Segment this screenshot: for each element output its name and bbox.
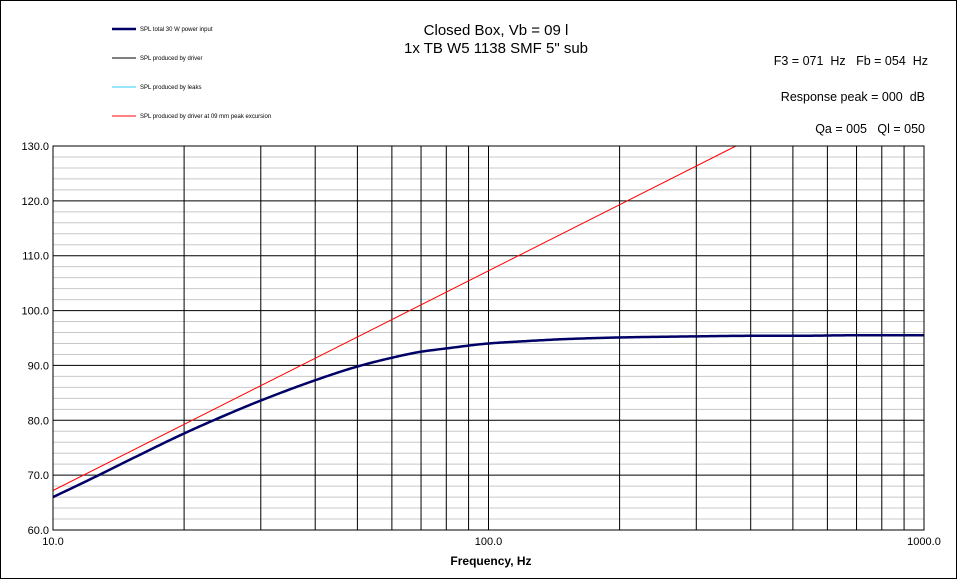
x-axis-ticks: 10.0 100.0 1000.0 (42, 536, 941, 548)
chart-title-line-2: 1x TB W5 1138 SMF 5" sub (404, 40, 588, 57)
y-tick-label: 100.0 (21, 306, 49, 318)
y-tick-label: 70.0 (28, 470, 49, 482)
series-group (52, 145, 924, 499)
series-line-excursion-limit (52, 145, 737, 491)
y-tick-label: 120.0 (21, 196, 49, 208)
y-axis-ticks: 60.0 70.0 80.0 90.0 100.0 110.0 120.0 130.0 (21, 141, 49, 537)
legend-label-excursion: SPL produced by driver at 09 mm peak exc… (140, 114, 271, 120)
x-tick-label: 100.0 (475, 536, 503, 548)
legend-label-driver: SPL produced by driver (140, 56, 202, 62)
legend-label-total: SPL total 30 W power input (140, 27, 213, 33)
plot-border (52, 145, 925, 531)
y-tick-label: 90.0 (28, 360, 49, 372)
legend: SPL total 30 W power input SPL produced … (112, 27, 271, 120)
grid-minor (53, 156, 924, 520)
y-tick-label: 130.0 (21, 141, 49, 153)
info-qa-ql: Qa = 005 Ql = 050 (815, 122, 925, 136)
y-tick-label: 80.0 (28, 415, 49, 427)
legend-label-leaks: SPL produced by leaks (140, 85, 201, 91)
info-response-peak: Response peak = 000 dB (781, 90, 925, 104)
chart-title-line-1: Closed Box, Vb = 09 l (424, 22, 569, 39)
y-tick-label: 60.0 (28, 525, 49, 537)
x-axis-label: Frequency, Hz (450, 554, 531, 568)
grid-major (53, 146, 924, 530)
y-tick-label: 110.0 (22, 251, 49, 263)
x-tick-label: 10.0 (42, 536, 63, 548)
x-tick-label: 1000.0 (907, 536, 941, 548)
info-f3-fb: F3 = 071 Hz Fb = 054 Hz (774, 54, 928, 68)
series-line-spl-total (52, 334, 924, 499)
